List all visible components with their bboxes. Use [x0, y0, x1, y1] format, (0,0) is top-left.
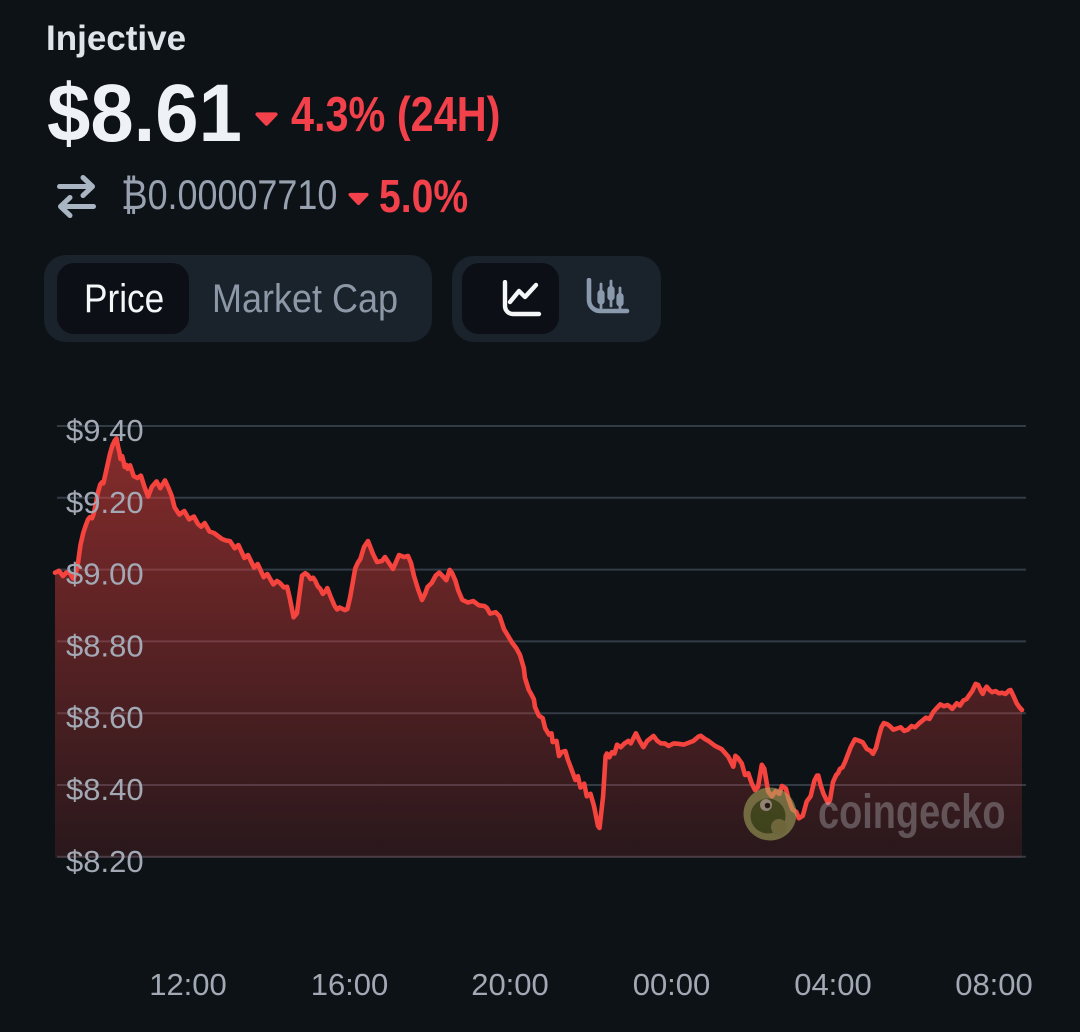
svg-text:00:00: 00:00: [633, 967, 711, 1002]
svg-text:$8.60: $8.60: [66, 700, 144, 735]
svg-text:$8.40: $8.40: [66, 772, 144, 807]
svg-text:04:00: 04:00: [794, 967, 872, 1002]
svg-text:12:00: 12:00: [149, 967, 227, 1002]
svg-text:$8.20: $8.20: [66, 844, 144, 879]
svg-text:$8.80: $8.80: [66, 628, 144, 663]
svg-text:coingecko: coingecko: [818, 786, 1006, 839]
svg-text:$9.00: $9.00: [66, 557, 144, 592]
svg-text:$9.40: $9.40: [66, 413, 144, 448]
svg-text:08:00: 08:00: [955, 967, 1033, 1002]
svg-text:20:00: 20:00: [471, 967, 549, 1002]
svg-text:$9.20: $9.20: [66, 485, 144, 520]
svg-text:16:00: 16:00: [311, 967, 389, 1002]
